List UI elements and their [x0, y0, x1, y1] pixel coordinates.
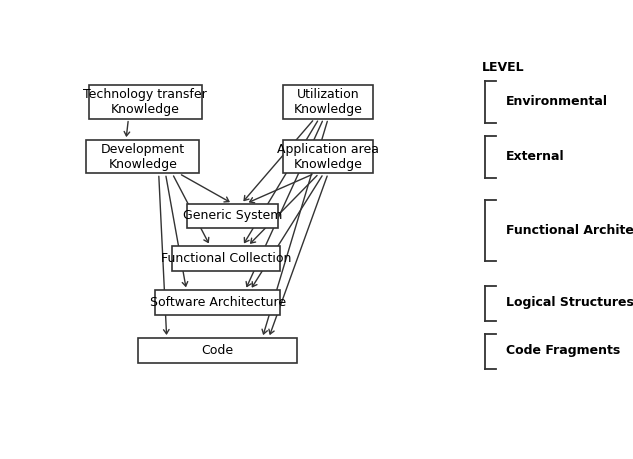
FancyBboxPatch shape — [89, 85, 202, 119]
FancyBboxPatch shape — [155, 290, 280, 315]
Text: Functional Architecture: Functional Architecture — [506, 224, 633, 236]
FancyBboxPatch shape — [283, 140, 373, 174]
Text: Functional Collection: Functional Collection — [161, 252, 291, 265]
Text: External: External — [506, 150, 565, 163]
Text: LEVEL: LEVEL — [481, 61, 524, 74]
FancyBboxPatch shape — [283, 85, 373, 119]
FancyBboxPatch shape — [172, 246, 280, 271]
Text: Generic System: Generic System — [183, 209, 282, 223]
Text: Technology transfer
Knowledge: Technology transfer Knowledge — [84, 88, 207, 116]
FancyBboxPatch shape — [138, 338, 298, 363]
Text: Utilization
Knowledge: Utilization Knowledge — [294, 88, 363, 116]
Text: Code Fragments: Code Fragments — [506, 344, 620, 357]
Text: Code: Code — [202, 344, 234, 357]
Text: Application area
Knowledge: Application area Knowledge — [277, 143, 379, 171]
Text: Development
Knowledge: Development Knowledge — [101, 143, 185, 171]
FancyBboxPatch shape — [87, 140, 199, 174]
Text: Environmental: Environmental — [506, 95, 608, 108]
Text: Logical Structures: Logical Structures — [506, 296, 633, 309]
Text: Software Architecture: Software Architecture — [149, 296, 285, 309]
FancyBboxPatch shape — [187, 203, 278, 228]
